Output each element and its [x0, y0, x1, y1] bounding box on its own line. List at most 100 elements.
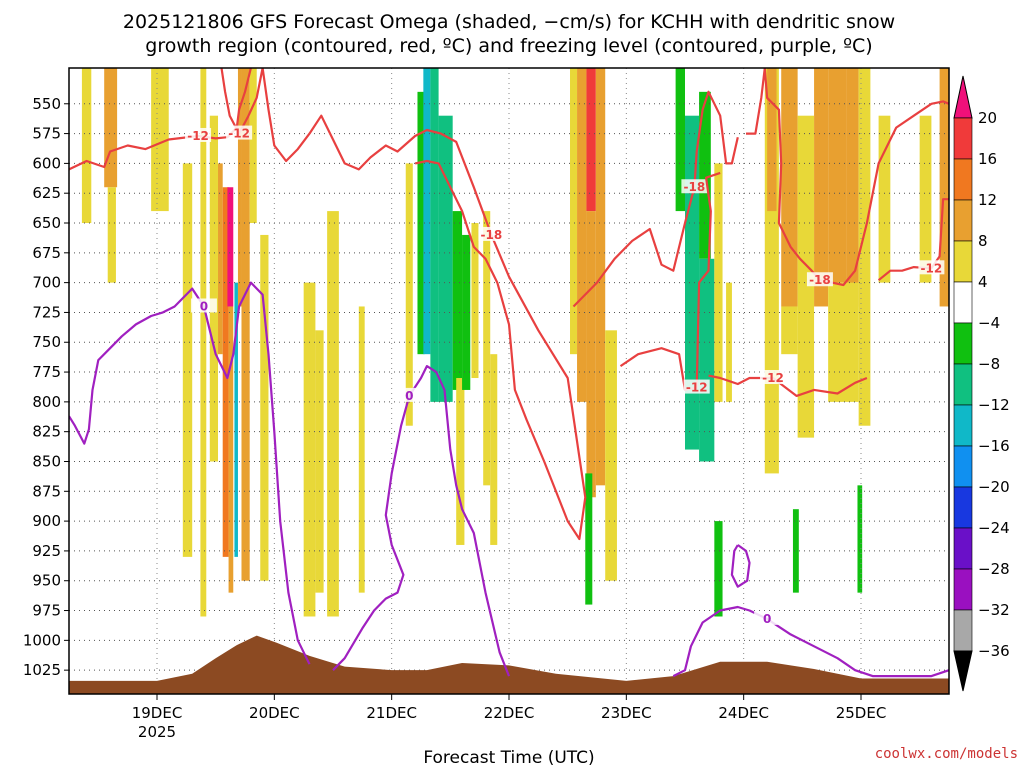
- omega-shade-cell: [585, 473, 593, 605]
- freezing-level-contours: 0 0 0: [69, 281, 949, 678]
- freezing-level-contour: [730, 544, 751, 588]
- x-tick-label: 24DEC: [718, 704, 769, 722]
- colorbar-band: [953, 281, 973, 324]
- omega-shade-cell: [699, 258, 715, 462]
- colorbar-label: −8: [978, 355, 1000, 373]
- omega-shade-cell: [792, 509, 799, 593]
- colorbar-label: 4: [978, 273, 988, 291]
- y-tick-label: 650: [32, 214, 61, 232]
- y-tick-label: 575: [32, 125, 61, 143]
- y-tick-label: 925: [32, 542, 61, 560]
- omega-shade-cell: [228, 306, 234, 593]
- y-tick-label: 800: [32, 393, 61, 411]
- omega-shade-cell: [452, 211, 463, 390]
- y-tick-label: 725: [32, 303, 61, 321]
- colorbar-band: [953, 363, 973, 406]
- y-tick-label: 700: [32, 274, 61, 292]
- omega-shade-cell: [483, 211, 491, 486]
- contour-label: -18: [684, 180, 706, 194]
- dendritic-growth-contours: -12 -12 -18 -18 -12 -18 -12 -12: [69, 68, 949, 541]
- plot-area: -12 -12 -18 -18 -12 -18 -12 -12 0 0 0: [69, 68, 949, 694]
- colorbar-label: −12: [978, 396, 1010, 414]
- colorbar-label: −28: [978, 560, 1010, 578]
- omega-shade-cell: [234, 282, 238, 557]
- x-tick-label: 25DEC: [836, 704, 887, 722]
- contour-label: -12: [762, 371, 784, 385]
- x-tick-label: 19DEC: [132, 704, 183, 722]
- x-tick-label: 21DEC: [366, 704, 417, 722]
- contour-label-bg: [760, 370, 786, 385]
- omega-shade-cell: [237, 68, 242, 307]
- omega-shading-layer: [81, 68, 949, 617]
- colorbar-label: −16: [978, 437, 1010, 455]
- y-tick-label: 850: [32, 452, 61, 470]
- omega-shade-cell: [605, 330, 617, 581]
- colorbar-band: [953, 158, 973, 201]
- contour-label: -12: [187, 129, 209, 143]
- colorbar-band: [953, 486, 973, 529]
- contour-label-bg: [185, 127, 212, 142]
- colorbar-bottom-arrow: [953, 650, 973, 692]
- colorbar-band: [953, 445, 973, 488]
- omega-shade-cell: [857, 485, 863, 593]
- omega-shade-cell: [462, 234, 471, 390]
- omega-shade-cell: [471, 223, 479, 379]
- contour-label: -18: [809, 273, 831, 287]
- colorbar-label: 16: [978, 150, 997, 168]
- colorbar-band: [953, 199, 973, 242]
- y-tick-label: 875: [32, 482, 61, 500]
- omega-shade-cell: [260, 234, 269, 581]
- red-temp-contour: [572, 90, 739, 308]
- colorbar-label: −20: [978, 478, 1010, 496]
- omega-shade-cell: [699, 91, 711, 259]
- chart-title-line-2: growth region (contoured, red, ºC) and f…: [145, 35, 872, 57]
- omega-shade-cell: [846, 68, 859, 307]
- omega-shade-cell: [577, 68, 587, 402]
- colorbar-band: [953, 240, 973, 283]
- omega-shade-cell: [358, 306, 365, 593]
- x-tick-label: 22DEC: [484, 704, 535, 722]
- y-tick-label: 1025: [23, 661, 61, 679]
- contour-label: 0: [763, 612, 771, 626]
- contour-label: -12: [921, 261, 943, 275]
- omega-shade-cell: [209, 115, 219, 462]
- contour-label: -18: [481, 228, 503, 242]
- contour-label-bg: [681, 179, 708, 194]
- colorbar-label: −24: [978, 519, 1010, 537]
- freezing-level-contour: [69, 281, 311, 665]
- colorbar-band: [953, 404, 973, 447]
- x-tick-label: 20DEC: [249, 704, 300, 722]
- y-tick-label: 775: [32, 363, 61, 381]
- omega-shade-cell: [767, 68, 777, 212]
- contour-label-bg: [754, 610, 781, 625]
- colorbar-label: 8: [978, 232, 988, 250]
- colorbar-band: [953, 117, 973, 160]
- contour-label-bg: [918, 260, 945, 275]
- y-tick-label: 550: [32, 95, 61, 113]
- omega-shade-cell: [227, 187, 234, 307]
- y-tick-label: 900: [32, 512, 61, 530]
- contour-label-bg: [396, 387, 423, 402]
- omega-shade-cell: [878, 115, 891, 283]
- omega-shade-cell: [714, 163, 723, 402]
- colorbar-label: 12: [978, 191, 997, 209]
- omega-shade-cell: [200, 68, 207, 617]
- omega-shade-cell: [490, 354, 498, 545]
- colorbar: 20 16 12 8 4 −4 −8 −12 −16 −20 −24 −28 −32 −36: [953, 75, 1010, 692]
- omega-shade-cell: [781, 68, 798, 307]
- colorbar-band: [953, 322, 973, 365]
- omega-shade-cell: [327, 211, 339, 617]
- colorbar-label: −32: [978, 601, 1010, 619]
- omega-shade-cell: [828, 282, 859, 402]
- contour-label: 0: [405, 389, 413, 403]
- y-axis: 550 575 600 625 650 675 700 725 750 775 800 825 850 8…: [23, 95, 69, 679]
- omega-shade-cell: [417, 91, 425, 355]
- omega-shade-cell: [104, 68, 118, 188]
- site-credit: coolwx.com/models: [875, 746, 1018, 762]
- y-tick-label: 675: [32, 244, 61, 262]
- y-tick-label: 1000: [23, 631, 61, 649]
- omega-shade-cell: [919, 115, 932, 283]
- colorbar-band: [953, 609, 973, 652]
